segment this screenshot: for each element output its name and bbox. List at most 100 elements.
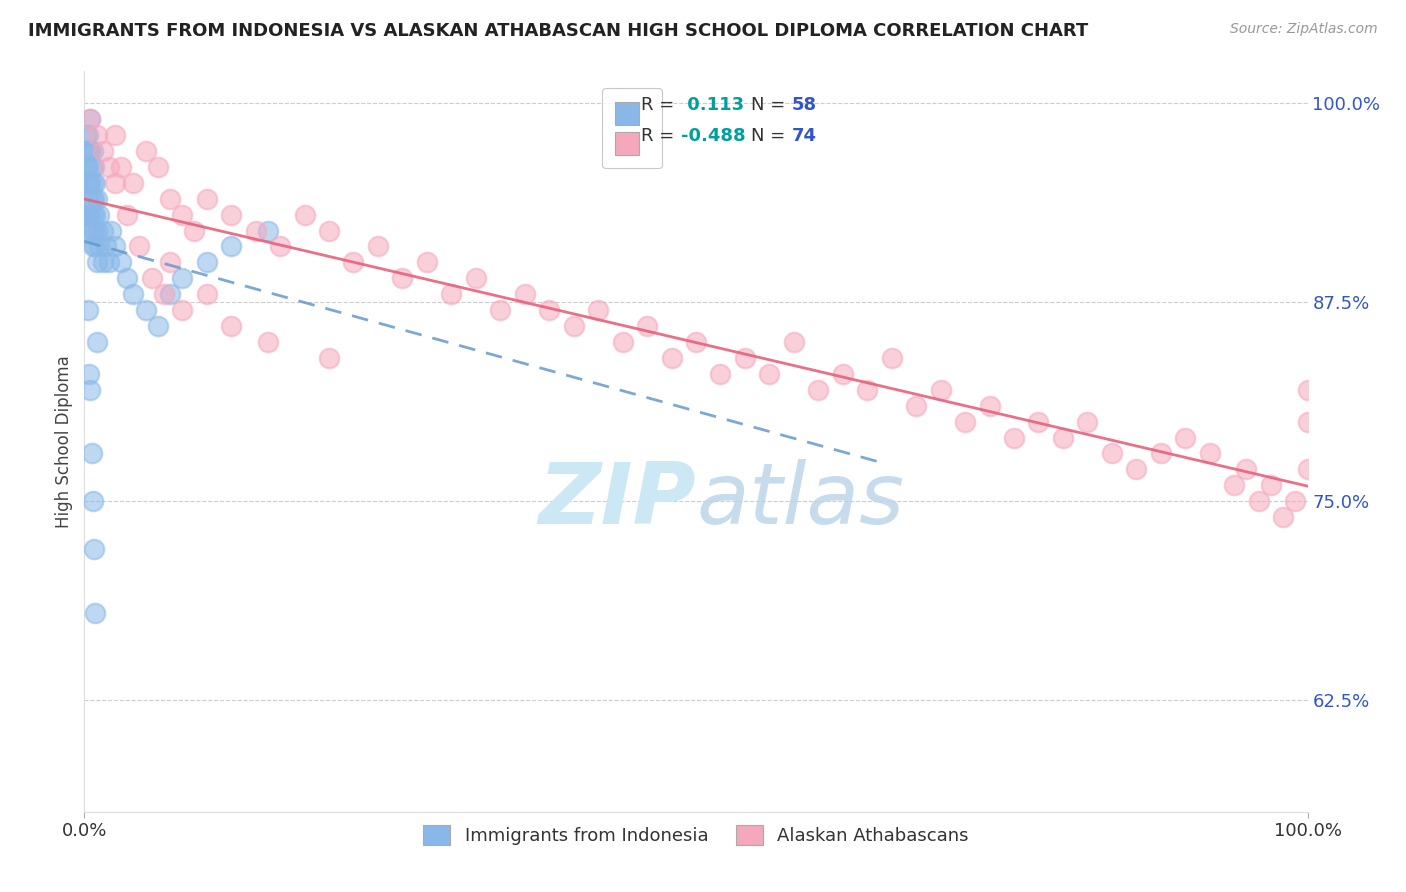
Point <box>257 334 280 349</box>
Point <box>77 176 100 190</box>
Point <box>1296 415 1319 429</box>
Point <box>84 176 107 190</box>
Point <box>79 144 101 158</box>
Point <box>96 239 118 253</box>
Point <box>83 160 105 174</box>
Point <box>612 334 634 349</box>
Point <box>1198 446 1220 460</box>
Point <box>1125 462 1147 476</box>
Point <box>1052 431 1074 445</box>
Text: ZIP: ZIP <box>538 459 696 542</box>
Point <box>159 192 181 206</box>
Point <box>80 223 103 237</box>
Point <box>82 208 104 222</box>
Point <box>636 319 658 334</box>
Point <box>245 223 267 237</box>
Point <box>135 303 157 318</box>
Point <box>80 192 103 206</box>
Point <box>128 239 150 253</box>
Point <box>77 144 100 158</box>
Point <box>1272 510 1295 524</box>
Point <box>172 271 194 285</box>
Point <box>979 399 1001 413</box>
Point <box>122 176 145 190</box>
Point <box>318 351 340 365</box>
Point <box>79 383 101 397</box>
Point <box>82 239 104 253</box>
Point <box>79 112 101 127</box>
Point <box>1028 415 1050 429</box>
Point <box>91 144 114 158</box>
Point <box>856 383 879 397</box>
Point <box>586 303 609 318</box>
Point <box>84 239 107 253</box>
Point <box>758 367 780 381</box>
Point <box>77 367 100 381</box>
Point <box>104 239 127 253</box>
Point <box>146 319 169 334</box>
Point <box>1076 415 1098 429</box>
Point <box>86 334 108 349</box>
Point <box>880 351 903 365</box>
Point <box>77 208 100 222</box>
Point <box>734 351 756 365</box>
Text: N =: N = <box>751 95 792 113</box>
Point <box>75 160 97 174</box>
Point <box>100 223 122 237</box>
Point <box>76 144 98 158</box>
Point <box>905 399 928 413</box>
Point <box>342 255 364 269</box>
Point <box>1260 478 1282 492</box>
Point <box>513 287 536 301</box>
Point <box>91 223 114 237</box>
Point <box>77 192 100 206</box>
Point <box>219 208 242 222</box>
Point <box>1101 446 1123 460</box>
Point <box>87 208 110 222</box>
Point <box>294 208 316 222</box>
Point <box>80 446 103 460</box>
Point <box>104 176 127 190</box>
Point <box>367 239 389 253</box>
Point <box>562 319 585 334</box>
Point <box>440 287 463 301</box>
Point <box>76 208 98 222</box>
Point <box>929 383 952 397</box>
Point <box>110 255 132 269</box>
Point <box>219 319 242 334</box>
Point <box>538 303 561 318</box>
Text: IMMIGRANTS FROM INDONESIA VS ALASKAN ATHABASCAN HIGH SCHOOL DIPLOMA CORRELATION : IMMIGRANTS FROM INDONESIA VS ALASKAN ATH… <box>28 22 1088 40</box>
Point <box>91 255 114 269</box>
Point <box>159 255 181 269</box>
Point <box>80 160 103 174</box>
Point <box>195 287 218 301</box>
Point <box>83 541 105 556</box>
Point <box>104 128 127 142</box>
Text: R =: R = <box>641 95 681 113</box>
Point <box>1150 446 1173 460</box>
Text: 58: 58 <box>792 95 817 113</box>
Point <box>1223 478 1246 492</box>
Point <box>416 255 439 269</box>
Text: R =: R = <box>641 127 681 145</box>
Text: -0.488: -0.488 <box>682 127 747 145</box>
Point <box>135 144 157 158</box>
Point <box>269 239 291 253</box>
Point <box>172 303 194 318</box>
Point <box>1002 431 1025 445</box>
Point <box>83 192 105 206</box>
Point <box>84 606 107 620</box>
Point <box>122 287 145 301</box>
Text: atlas: atlas <box>696 459 904 542</box>
Point <box>77 128 100 142</box>
Point <box>83 223 105 237</box>
Text: N =: N = <box>751 127 792 145</box>
Point <box>75 128 97 142</box>
Point <box>831 367 853 381</box>
Point <box>97 255 120 269</box>
Point <box>79 176 101 190</box>
Point <box>79 208 101 222</box>
Point <box>86 128 108 142</box>
Point <box>79 112 101 127</box>
Point <box>489 303 512 318</box>
